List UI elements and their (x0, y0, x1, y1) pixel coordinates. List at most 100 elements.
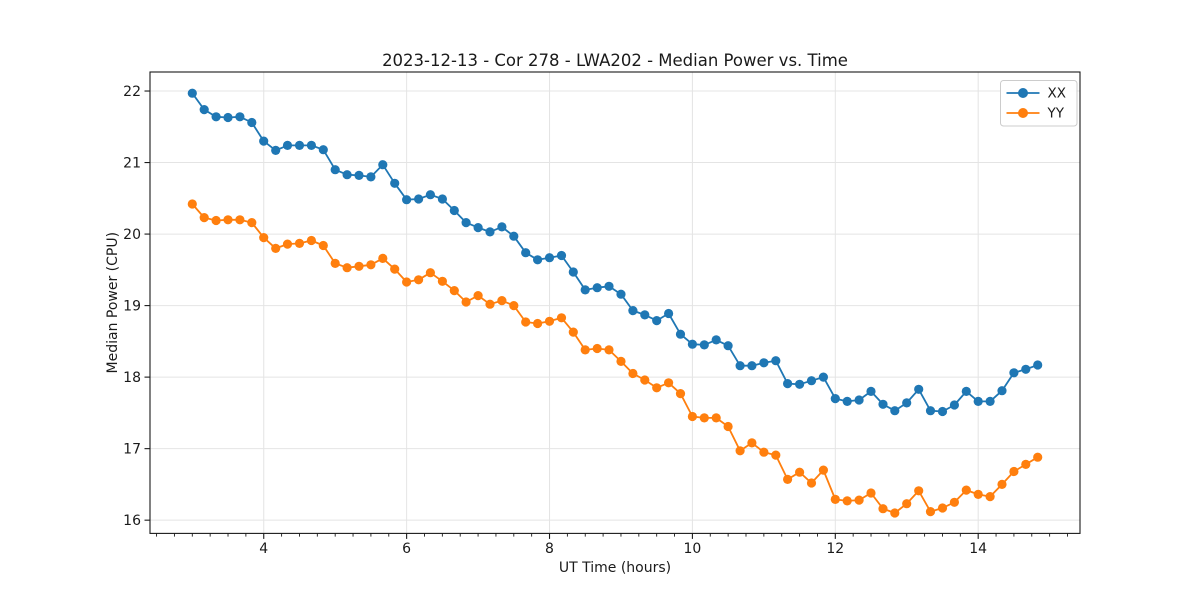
series-yy-point (818, 465, 829, 475)
legend-marker (1018, 88, 1028, 98)
series-xx-point (890, 406, 900, 416)
series-yy-point (902, 499, 912, 509)
x-tick-label: 8 (545, 541, 554, 557)
series-yy-point (783, 474, 793, 484)
series-yy-point (675, 389, 686, 399)
series-xx-point (723, 341, 733, 351)
series-xx-point (759, 358, 769, 368)
series-xx-point (664, 308, 674, 319)
x-tick-label: 10 (683, 541, 701, 557)
series-xx-point (914, 384, 924, 394)
series-yy-point (390, 264, 400, 274)
series-xx-point (556, 250, 567, 261)
series-yy-point (771, 450, 781, 460)
series-xx-point (652, 316, 662, 326)
series-xx-point (390, 178, 400, 188)
series-xx-point (533, 255, 543, 265)
x-tick-label: 6 (402, 541, 411, 557)
series-yy-point (985, 492, 995, 502)
series-xx-point (247, 117, 257, 128)
series-xx-point (354, 170, 364, 180)
series-xx-point (735, 361, 745, 371)
series-xx-point (425, 190, 435, 200)
series-xx-point (628, 306, 638, 316)
series-xx-point (235, 112, 245, 122)
y-axis-label: Median Power (CPU) (105, 232, 121, 374)
chart-title: 2023-12-13 - Cor 278 - LWA202 - Median P… (382, 51, 848, 70)
series-yy-point (795, 467, 805, 477)
series-xx-point (961, 386, 971, 396)
series-yy-point (294, 238, 305, 248)
series-xx-point (378, 160, 388, 170)
series-yy-point (747, 438, 757, 448)
series-yy-point (366, 260, 376, 270)
series-yy-point (616, 356, 626, 366)
series-yy-point (378, 253, 388, 263)
series-xx-point (294, 140, 305, 150)
gridlines (150, 72, 1080, 534)
series-yy-point (961, 485, 971, 495)
series-yy-point (735, 446, 745, 456)
series-xx-point (342, 170, 352, 180)
y-tick-label: 17 (123, 441, 141, 457)
series-xx-point (509, 231, 519, 241)
series-xx-point (223, 112, 233, 123)
series-xx-point (925, 406, 936, 416)
series-xx-point (1033, 360, 1043, 370)
series-yy-point (247, 218, 257, 228)
x-axis-label: UT Time (hours) (559, 560, 671, 576)
series-yy-point (354, 261, 364, 271)
series-xx-point (711, 335, 721, 345)
series-yy-point (866, 488, 876, 498)
series-yy-point (640, 375, 650, 385)
series-yy-point (711, 413, 721, 423)
series-yy-point (211, 215, 221, 226)
series-xx-point (437, 194, 447, 204)
series-xx-point (795, 379, 805, 389)
series-yy-point (973, 489, 983, 499)
series-xx-point (1009, 368, 1019, 378)
series-yy-point (259, 233, 269, 243)
series-xx-point (806, 376, 817, 386)
series-xx-point (771, 356, 781, 366)
series-yy-point (318, 240, 328, 251)
series-yy-point (199, 213, 209, 223)
series-yy-point (568, 327, 578, 337)
series-yy-point (485, 299, 495, 309)
series-xx-point (402, 195, 412, 205)
series-xx-point (259, 136, 269, 146)
series-xx-point (842, 396, 852, 406)
series-xx-point (997, 386, 1007, 396)
series-xx-point (592, 283, 602, 293)
legend-label-yy: YY (1047, 106, 1065, 122)
x-tick-label: 14 (969, 541, 987, 557)
series-xx-point (330, 165, 340, 175)
series-yy-point (544, 316, 555, 326)
series-xx-point (687, 339, 698, 349)
series-xx-point (187, 88, 197, 98)
series-xx-point (461, 218, 471, 228)
series-xx-point (318, 145, 328, 155)
series-yy-point (223, 215, 233, 225)
series-yy-point (842, 496, 852, 506)
series-yy-point (425, 268, 435, 278)
plot-border (149, 71, 1081, 534)
series-yy-point (806, 478, 817, 488)
series-yy-point (282, 239, 293, 249)
series-xx-point (604, 281, 614, 291)
series-yy-point (271, 243, 281, 253)
series-xx-point (747, 361, 757, 371)
axis-ticks: 4 6 8 10 12 14 16 17 18 19 20 21 22 (123, 84, 1068, 557)
series-yy-point (937, 503, 948, 513)
series-xx-point (1021, 364, 1031, 374)
series-yy-point (473, 291, 483, 301)
series-xx-line (191, 92, 1039, 413)
series-yy-point (1021, 459, 1031, 469)
legend-marker (1018, 108, 1028, 118)
series-yy-point (604, 345, 614, 355)
series-xx-point (854, 395, 864, 405)
x-tick-label: 4 (259, 541, 268, 557)
series-yy-point (437, 276, 447, 286)
